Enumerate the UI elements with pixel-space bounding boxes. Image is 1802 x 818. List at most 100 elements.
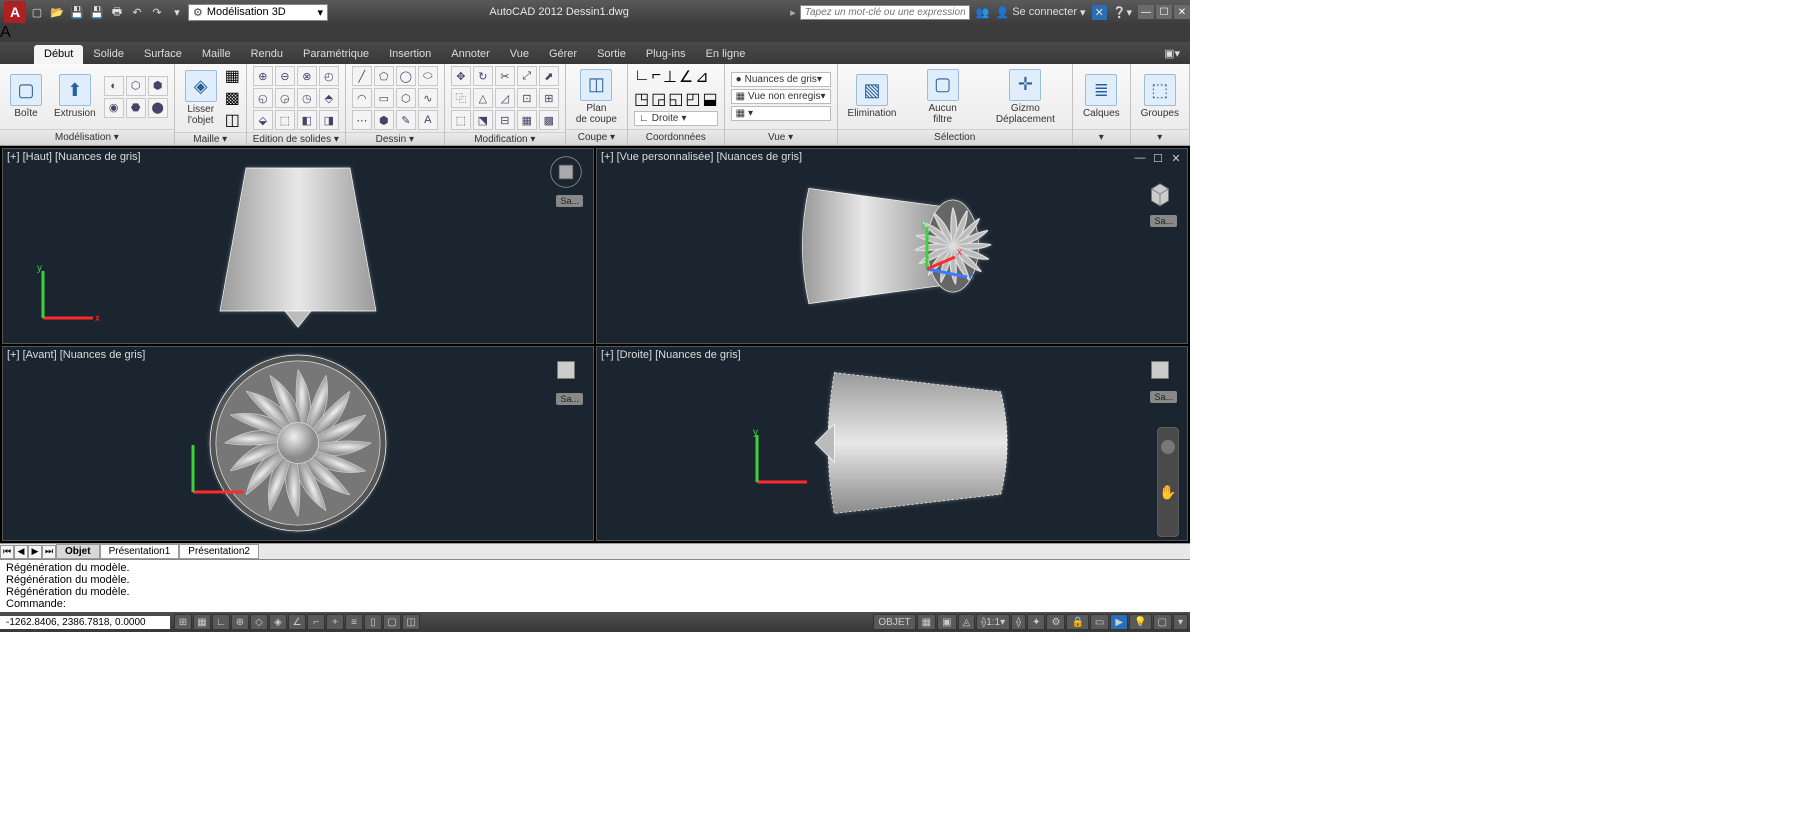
filter-button[interactable]: ▢Aucun filtre (918, 67, 966, 127)
prev-icon[interactable]: ◀ (14, 545, 28, 559)
snap-toggle-icon[interactable]: ⊞ (174, 614, 192, 630)
ucs-icon[interactable]: ◰ (685, 89, 700, 109)
tool-icon[interactable]: ⬢ (374, 110, 394, 130)
tab-debut[interactable]: Début (34, 45, 83, 64)
ucs-icon[interactable]: ∟ (634, 67, 650, 87)
steering-wheel-button[interactable]: Sa... (1150, 215, 1177, 227)
panel-title[interactable]: Vue ▾ (725, 129, 837, 145)
status-menu-icon[interactable]: ▾ (1173, 614, 1188, 630)
new-icon[interactable]: ▢ (28, 3, 46, 21)
tool-icon[interactable]: ◫ (225, 110, 240, 130)
ucs-icon[interactable]: ⌐ (652, 67, 661, 87)
ucs-icon[interactable]: ◲ (651, 89, 666, 109)
tool-icon[interactable]: ⬡ (126, 76, 146, 96)
viewport-label[interactable]: [+] [Haut] [Nuances de gris] (7, 151, 141, 163)
ucs-icon[interactable]: ∠ (679, 67, 693, 87)
first-icon[interactable]: ⏮ (0, 545, 14, 559)
viewport-label[interactable]: [+] [Droite] [Nuances de gris] (601, 349, 741, 361)
tool-icon[interactable]: ⊡ (517, 88, 537, 108)
isolate-icon[interactable]: 💡 (1129, 614, 1151, 630)
gizmo-button[interactable]: ✛Gizmo Déplacement (985, 67, 1066, 127)
infocenter-icon[interactable]: 👥 (976, 6, 990, 19)
status-icon[interactable]: ⟠ (1011, 614, 1026, 630)
viewcube-icon[interactable] (549, 155, 583, 189)
tool-icon[interactable]: ⿻ (451, 88, 471, 108)
steering-wheel-button[interactable]: Sa... (556, 393, 583, 405)
tab-solide[interactable]: Solide (83, 45, 134, 64)
polar-toggle-icon[interactable]: ⊕ (231, 614, 249, 630)
tool-icon[interactable]: ⬤ (148, 98, 168, 118)
tool-icon[interactable]: ⬡ (396, 88, 416, 108)
panel-title[interactable]: Coupe ▾ (566, 129, 627, 145)
view-dropdown[interactable]: ▦Vue non enregis▾ (731, 89, 831, 104)
sc-toggle-icon[interactable]: ◫ (402, 614, 420, 630)
tool-icon[interactable]: ▦ (225, 66, 240, 86)
app-menu-button[interactable]: A (0, 24, 1190, 42)
tab-rendu[interactable]: Rendu (241, 45, 293, 64)
tab-enligne[interactable]: En ligne (696, 45, 756, 64)
tool-icon[interactable]: ⬚ (451, 110, 471, 130)
tab-annoter[interactable]: Annoter (441, 45, 500, 64)
tab-maille[interactable]: Maille (192, 45, 241, 64)
plan-coupe-button[interactable]: ◫Plan de coupe (572, 67, 621, 127)
tool-icon[interactable]: ⬚ (275, 110, 295, 130)
tool-icon[interactable]: ╱ (352, 66, 372, 86)
ucs-icon[interactable]: ◳ (634, 89, 649, 109)
tool-icon[interactable]: ◠ (352, 88, 372, 108)
status-icon[interactable]: ✦ (1027, 614, 1045, 630)
tool-icon[interactable]: ▦ (517, 110, 537, 130)
tool-icon[interactable]: △ (473, 88, 493, 108)
layout-tab-objet[interactable]: Objet (56, 544, 100, 559)
elimination-button[interactable]: ▧Elimination (844, 72, 901, 121)
tool-icon[interactable]: ▩ (539, 110, 559, 130)
tab-insertion[interactable]: Insertion (379, 45, 441, 64)
tool-icon[interactable]: ◷ (297, 88, 317, 108)
viewcube-icon[interactable] (1143, 353, 1177, 387)
grid-toggle-icon[interactable]: ▦ (193, 614, 211, 630)
tab-surface[interactable]: Surface (134, 45, 192, 64)
model-space-button[interactable]: OBJET (873, 614, 915, 630)
undo-icon[interactable]: ↶ (128, 3, 146, 21)
tool-icon[interactable]: ⬠ (374, 66, 394, 86)
save-icon[interactable]: 💾 (68, 3, 86, 21)
signin-link[interactable]: 👤 Se connecter ▾ (996, 6, 1086, 19)
tool-icon[interactable]: ⬢ (148, 76, 168, 96)
viewcube-icon[interactable] (549, 353, 583, 387)
tool-icon[interactable]: ◐ (104, 76, 124, 96)
tool-icon[interactable]: ◨ (319, 110, 339, 130)
status-icon[interactable]: ▦ (917, 614, 936, 630)
tool-icon[interactable]: ◉ (104, 98, 124, 118)
close-button[interactable]: ✕ (1174, 5, 1190, 19)
tool-icon[interactable]: ⊕ (253, 66, 273, 86)
status-icon[interactable]: ◬ (958, 614, 976, 630)
tool-icon[interactable]: A (418, 110, 438, 130)
status-icon[interactable]: ▭ (1090, 614, 1109, 630)
tool-icon[interactable]: ✎ (396, 110, 416, 130)
help-icon[interactable]: ❔▾ (1113, 6, 1132, 19)
tool-icon[interactable]: ◿ (495, 88, 515, 108)
viewport-label[interactable]: [+] [Avant] [Nuances de gris] (7, 349, 145, 361)
panel-title[interactable]: Dessin ▾ (346, 132, 444, 145)
tool-icon[interactable]: ✥ (451, 66, 471, 86)
redo-icon[interactable]: ↷ (148, 3, 166, 21)
next-icon[interactable]: ▶ (28, 545, 42, 559)
viewport-right[interactable]: [+] [Droite] [Nuances de gris] Sa... ✋ y (596, 346, 1188, 542)
tool-icon[interactable]: ⬔ (473, 110, 493, 130)
last-icon[interactable]: ⏭ (42, 545, 56, 559)
calques-button[interactable]: ≣Calques (1079, 72, 1124, 121)
panel-title[interactable]: Edition de solides ▾ (247, 132, 345, 145)
visual-style-dropdown[interactable]: ●Nuances de gris▾ (731, 72, 831, 87)
search-input[interactable] (800, 5, 970, 20)
tool-icon[interactable]: ⊖ (275, 66, 295, 86)
tool-icon[interactable]: ⤢ (517, 66, 537, 86)
command-window[interactable]: Régénération du modèle. Régénération du … (0, 559, 1190, 612)
qp-toggle-icon[interactable]: ▢ (383, 614, 401, 630)
viewport-front[interactable]: [+] [Avant] [Nuances de gris] Sa... (2, 346, 594, 542)
tool-icon[interactable]: ⊟ (495, 110, 515, 130)
ucs-dropdown[interactable]: ∟Droite▾ (634, 111, 718, 126)
tool-icon[interactable]: ⊗ (297, 66, 317, 86)
panel-title[interactable]: Maille ▾ (175, 132, 246, 145)
tool-icon[interactable]: ◴ (319, 66, 339, 86)
viewport-top[interactable]: [+] [Haut] [Nuances de gris] Sa... x y (2, 148, 594, 344)
tab-parametrique[interactable]: Paramétrique (293, 45, 379, 64)
